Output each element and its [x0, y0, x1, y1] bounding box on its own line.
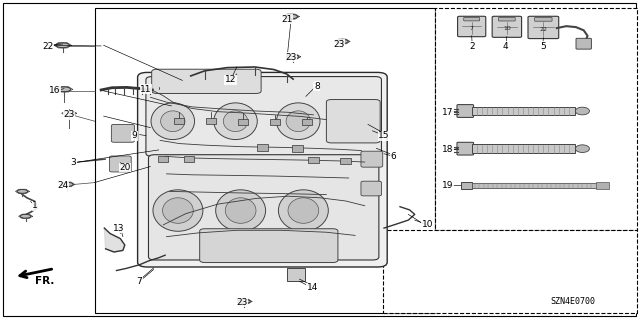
FancyBboxPatch shape: [528, 16, 559, 39]
Ellipse shape: [56, 43, 69, 48]
Bar: [270, 119, 280, 125]
FancyBboxPatch shape: [458, 16, 486, 37]
Ellipse shape: [20, 214, 31, 218]
Text: 3: 3: [71, 158, 76, 167]
FancyBboxPatch shape: [326, 100, 380, 143]
Bar: [596, 182, 609, 189]
Ellipse shape: [63, 111, 75, 115]
Text: 1: 1: [33, 201, 38, 210]
Text: 11: 11: [140, 85, 152, 94]
Bar: [257, 144, 268, 151]
Text: 8: 8: [314, 82, 319, 91]
Text: 23: 23: [333, 40, 345, 48]
Ellipse shape: [337, 40, 348, 44]
Bar: [287, 268, 305, 281]
FancyBboxPatch shape: [492, 16, 522, 37]
Polygon shape: [104, 228, 125, 252]
Text: 15: 15: [378, 131, 390, 140]
Text: 4: 4: [503, 42, 508, 51]
FancyBboxPatch shape: [138, 72, 387, 267]
FancyBboxPatch shape: [534, 18, 552, 21]
FancyBboxPatch shape: [361, 181, 381, 196]
Text: 7: 7: [470, 26, 474, 31]
Text: 5: 5: [540, 42, 545, 51]
FancyBboxPatch shape: [109, 156, 131, 172]
FancyBboxPatch shape: [200, 229, 338, 263]
Text: 24: 24: [57, 181, 68, 190]
Text: 21: 21: [281, 15, 292, 24]
FancyBboxPatch shape: [457, 105, 474, 117]
Bar: [461, 182, 472, 189]
Ellipse shape: [161, 111, 185, 132]
FancyBboxPatch shape: [457, 142, 474, 155]
Bar: [308, 157, 319, 163]
Text: 14: 14: [307, 283, 318, 292]
Text: 22: 22: [540, 27, 547, 32]
Bar: [472, 107, 575, 115]
Bar: [238, 119, 248, 125]
FancyBboxPatch shape: [152, 69, 261, 93]
Ellipse shape: [276, 103, 320, 140]
Text: 23: 23: [63, 110, 75, 119]
Text: 16: 16: [49, 86, 60, 95]
Text: 7: 7: [137, 277, 142, 286]
Ellipse shape: [151, 103, 195, 140]
Text: 2: 2: [470, 42, 475, 51]
Ellipse shape: [214, 103, 257, 140]
Text: 12: 12: [225, 75, 236, 84]
Ellipse shape: [17, 189, 28, 193]
Ellipse shape: [61, 182, 73, 186]
Ellipse shape: [223, 111, 248, 132]
FancyBboxPatch shape: [464, 18, 479, 21]
Text: 10: 10: [422, 220, 433, 229]
Text: 19: 19: [442, 181, 454, 190]
FancyBboxPatch shape: [146, 77, 381, 156]
Ellipse shape: [58, 87, 70, 92]
Text: 23: 23: [236, 298, 248, 307]
FancyBboxPatch shape: [361, 151, 383, 167]
Bar: [158, 156, 168, 162]
Text: 23: 23: [285, 53, 297, 62]
Bar: [174, 118, 184, 124]
Bar: [206, 118, 216, 124]
Ellipse shape: [288, 198, 319, 223]
FancyBboxPatch shape: [499, 18, 515, 21]
Bar: [292, 145, 303, 152]
Bar: [472, 144, 575, 153]
Text: FR.: FR.: [35, 276, 54, 286]
Bar: [383, 230, 637, 313]
Bar: [472, 183, 597, 188]
Text: 17: 17: [442, 108, 454, 117]
FancyBboxPatch shape: [576, 38, 591, 49]
Text: 6: 6: [391, 152, 396, 161]
Ellipse shape: [287, 55, 299, 59]
Bar: [340, 158, 351, 164]
Text: 10: 10: [503, 26, 511, 31]
FancyBboxPatch shape: [111, 124, 134, 142]
Text: 18: 18: [442, 145, 454, 154]
Text: 9: 9: [132, 131, 137, 140]
Text: SZN4E0700: SZN4E0700: [550, 297, 595, 306]
Ellipse shape: [163, 198, 193, 223]
Bar: [95, 8, 435, 313]
Bar: [184, 156, 194, 162]
Ellipse shape: [216, 190, 266, 231]
Text: 22: 22: [42, 42, 54, 51]
Ellipse shape: [286, 111, 310, 132]
Ellipse shape: [575, 145, 589, 152]
Text: 13: 13: [113, 224, 124, 233]
Bar: [302, 119, 312, 125]
Ellipse shape: [225, 198, 256, 223]
Ellipse shape: [239, 299, 250, 304]
FancyBboxPatch shape: [148, 155, 379, 260]
Text: 20: 20: [119, 163, 131, 172]
Ellipse shape: [285, 14, 298, 19]
Ellipse shape: [278, 190, 328, 231]
Ellipse shape: [575, 107, 589, 115]
Bar: [435, 8, 637, 230]
Ellipse shape: [153, 190, 203, 231]
